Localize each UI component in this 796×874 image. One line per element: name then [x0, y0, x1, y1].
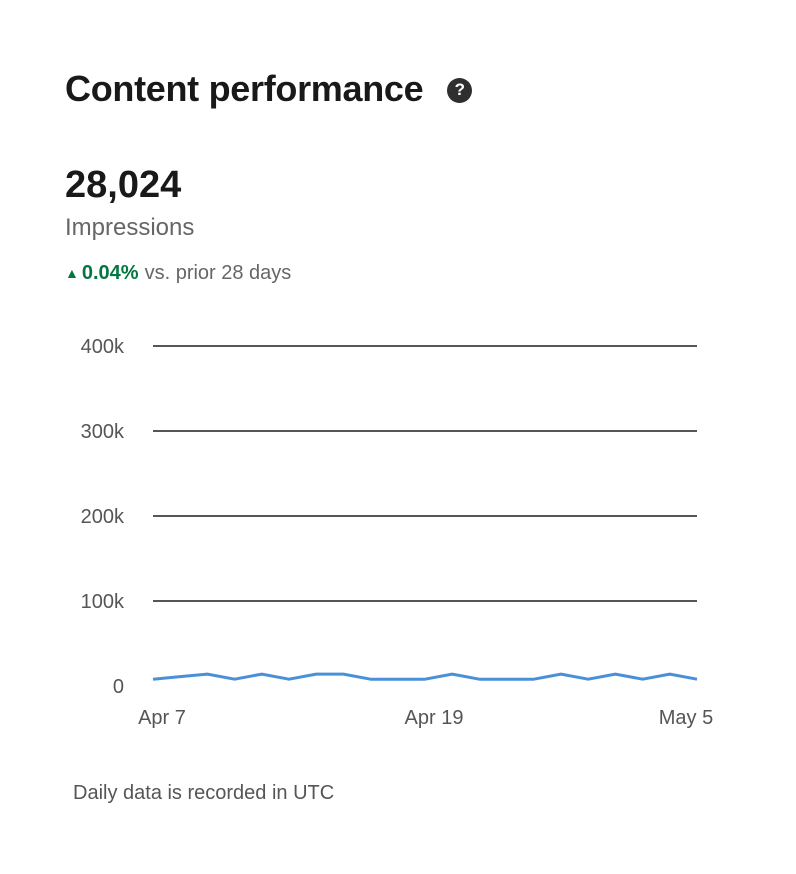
question-circle-icon[interactable]: ? — [447, 77, 473, 103]
impressions-line-chart: 400k 300k 200k 100k 0 Apr 7 Apr 19 May 5 — [81, 336, 714, 729]
trend-percent: 0.04% — [81, 262, 139, 284]
trend-comparison: vs. prior 28 days — [144, 262, 292, 284]
impressions-value: 28,024 — [65, 164, 182, 206]
y-tick-label: 200k — [81, 506, 125, 528]
card-title: Content performance — [65, 68, 424, 109]
y-tick-label: 400k — [81, 336, 125, 358]
footer-note: Daily data is recorded in UTC — [73, 782, 335, 804]
y-tick-label: 300k — [81, 421, 125, 443]
trend-indicator: ▲ 0.04% vs. prior 28 days — [65, 262, 291, 285]
x-tick-label: Apr 19 — [405, 707, 464, 729]
impressions-label: Impressions — [65, 214, 195, 241]
y-tick-label: 100k — [81, 591, 125, 613]
card-header: Content performance ? — [65, 68, 473, 110]
series-line — [152, 672, 698, 681]
triangle-up-icon: ▲ — [65, 264, 79, 281]
x-tick-label: Apr 7 — [138, 707, 186, 729]
y-tick-label: 0 — [113, 676, 124, 698]
x-tick-label: May 5 — [659, 707, 713, 729]
